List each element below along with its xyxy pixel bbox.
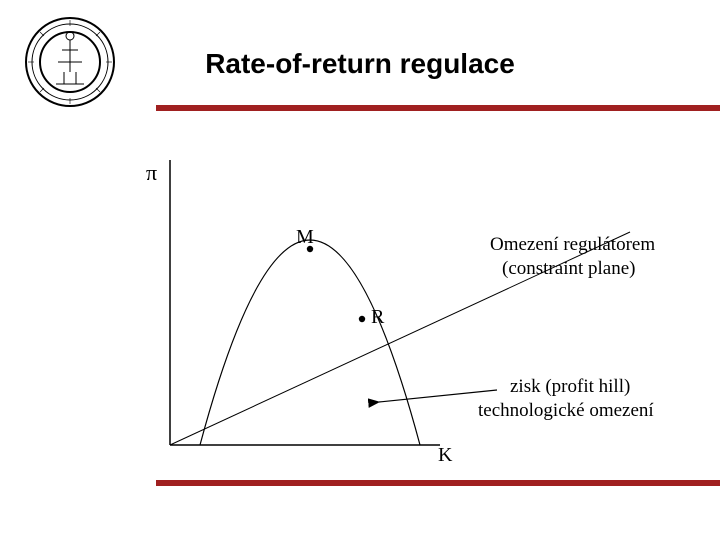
constraint-label-line2: (constraint plane) xyxy=(502,258,635,280)
axis-label-k: K xyxy=(438,444,452,467)
profit-label-line2: technologické omezení xyxy=(478,400,654,422)
axis-label-pi: π xyxy=(146,160,157,186)
point-label-r: R xyxy=(371,306,384,329)
constraint-label-line1: Omezení regulátorem xyxy=(490,234,655,256)
profit-label-line1: zisk (profit hill) xyxy=(510,376,630,398)
point-label-m: M xyxy=(296,226,314,249)
